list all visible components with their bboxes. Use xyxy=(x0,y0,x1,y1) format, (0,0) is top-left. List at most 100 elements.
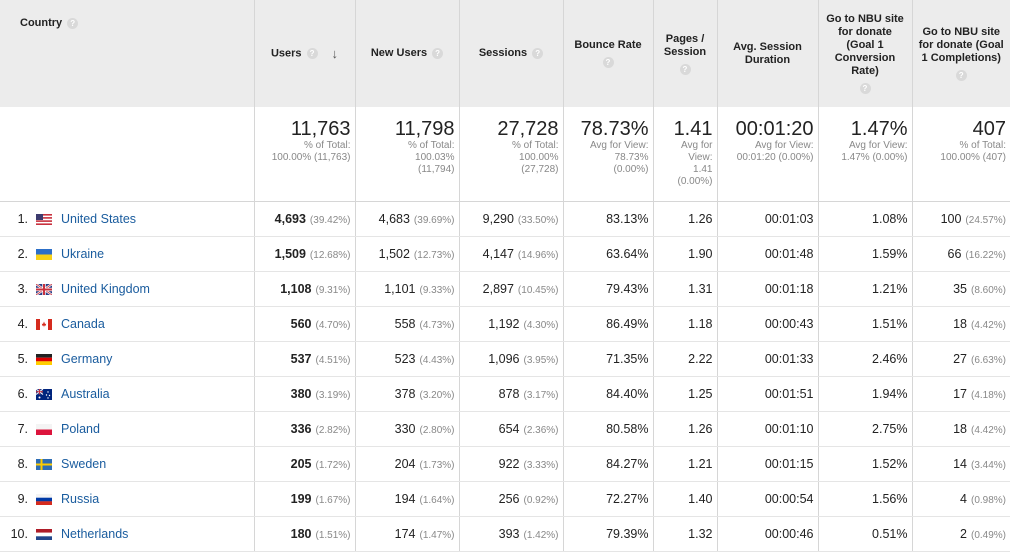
sessions-percent: (4.30%) xyxy=(523,320,559,331)
new-users-cell: 523 (4.43%) xyxy=(354,341,459,377)
goal1-completions-value: 2 xyxy=(960,527,967,541)
column-header-country[interactable]: Country? xyxy=(0,0,250,107)
help-icon[interactable]: ? xyxy=(306,47,318,59)
bounce-rate-cell: 63.64% xyxy=(562,236,653,272)
pages-session-cell: 2.22 xyxy=(652,341,717,377)
new-users-value: 330 xyxy=(394,422,416,436)
users-value: 1,509 xyxy=(274,247,306,261)
row-index: 10. xyxy=(10,527,28,541)
country-link[interactable]: United Kingdom xyxy=(61,282,150,296)
help-icon[interactable]: ? xyxy=(432,47,444,59)
column-header-bounce-rate[interactable]: Bounce Rate? xyxy=(562,0,653,107)
help-icon[interactable]: ? xyxy=(532,47,544,59)
goal1-completions-value: 66 xyxy=(947,247,962,261)
country-link[interactable]: Russia xyxy=(61,492,100,506)
country-cell: 5. Germany xyxy=(0,341,250,377)
sessions-percent: (3.95%) xyxy=(523,355,559,366)
country-cell: 8. Sweden xyxy=(0,446,250,482)
goal1-conversion-rate-cell: 1.08% xyxy=(817,201,912,237)
column-header-users[interactable]: Users? ↓ xyxy=(253,0,355,107)
new-users-percent: (4.43%) xyxy=(419,355,455,366)
column-gap xyxy=(250,411,254,447)
column-gap xyxy=(250,0,254,107)
row-index: 4. xyxy=(17,317,28,331)
goal1-completions-percent: (16.22%) xyxy=(965,250,1006,261)
goal1-conversion-rate-cell: 1.21% xyxy=(817,271,912,307)
country-link[interactable]: Ukraine xyxy=(61,247,105,261)
goal1-completions-cell: 66 (16.22%) xyxy=(911,236,1010,272)
users-value: 4,693 xyxy=(274,212,306,226)
table-row: 6. Australia 380 (3.19%) 378 (3.20%) 878 (3.17%… xyxy=(0,376,1010,412)
bounce-rate-cell: 84.40% xyxy=(562,376,653,412)
new-users-percent: (39.69%) xyxy=(413,215,455,226)
sessions-cell: 1,096 (3.95%) xyxy=(458,341,563,377)
column-gap xyxy=(250,341,254,377)
new-users-value: 378 xyxy=(394,387,416,401)
country-link[interactable]: Sweden xyxy=(61,457,107,471)
goal1-completions-cell: 2 (0.49%) xyxy=(911,516,1010,552)
goal1-completions-value: 17 xyxy=(953,387,967,401)
sort-descending-arrow-icon[interactable]: ↓ xyxy=(331,45,339,61)
sessions-cell: 9,290 (33.50%) xyxy=(458,201,563,237)
country-link[interactable]: Australia xyxy=(61,387,110,401)
users-percent: (4.70%) xyxy=(315,320,351,331)
row-index: 7. xyxy=(17,422,28,436)
ca-flag-icon xyxy=(36,319,52,331)
sessions-percent: (2.36%) xyxy=(523,425,559,436)
sessions-percent: (14.96%) xyxy=(517,250,559,261)
goal1-completions-cell: 27 (6.63%) xyxy=(911,341,1010,377)
new-users-value: 1,101 xyxy=(384,282,416,296)
help-icon[interactable]: ? xyxy=(955,70,967,81)
help-icon[interactable]: ? xyxy=(67,17,79,29)
goal1-completions-value: 100 xyxy=(940,212,962,226)
total-sessions: 27,728% of Total: 100.00% (27,728) xyxy=(458,107,563,202)
table-row: 4. Canada 560 (4.70%) 558 (4.73%) 1,192 (4.30%)… xyxy=(0,306,1010,342)
pages-session-cell: 1.40 xyxy=(652,481,717,517)
pl-flag-icon xyxy=(36,424,52,436)
column-gap xyxy=(250,446,254,482)
column-header-new-users[interactable]: New Users? xyxy=(354,0,459,107)
column-header-avg-session-duration[interactable]: Avg. Session Duration xyxy=(716,0,818,107)
sessions-percent: (3.17%) xyxy=(523,390,559,401)
country-link[interactable]: Poland xyxy=(61,422,100,436)
new-users-percent: (1.73%) xyxy=(419,460,455,471)
sessions-value: 1,192 xyxy=(488,317,520,331)
goal1-completions-percent: (24.57%) xyxy=(965,215,1006,226)
column-header-pages-session[interactable]: Pages / Session? xyxy=(652,0,717,107)
total-bounce-rate: 78.73% Avg for View: 78.73% (0.00%) xyxy=(562,107,653,202)
column-gap xyxy=(250,107,254,202)
users-cell: 4,693 (39.42%) xyxy=(253,201,355,237)
pages-session-cell: 1.26 xyxy=(652,201,717,237)
country-link[interactable]: United States xyxy=(61,212,137,226)
bounce-rate-cell: 80.58% xyxy=(562,411,653,447)
sessions-cell: 2,897 (10.45%) xyxy=(458,271,563,307)
users-value: 1,108 xyxy=(280,282,312,296)
goal1-conversion-rate-cell: 2.46% xyxy=(817,341,912,377)
gb-flag-icon xyxy=(35,283,53,297)
row-index: 5. xyxy=(17,352,28,366)
help-icon[interactable]: ? xyxy=(602,57,614,68)
avg-session-duration-cell: 00:00:43 xyxy=(716,306,818,342)
se-flag-icon xyxy=(36,459,52,471)
sessions-cell: 4,147 (14.96%) xyxy=(458,236,563,272)
column-header-goal1-completions[interactable]: Go to NBU site for donate (Goal 1 Comple… xyxy=(911,0,1010,107)
total-users: 11,763% of Total: 100.00% (11,763) xyxy=(253,107,355,202)
us-flag-icon xyxy=(36,214,52,226)
country-link[interactable]: Netherlands xyxy=(61,527,129,541)
table-row: 2. Ukraine 1,509 (12.68%) 1,502 (12.73%) 4,147… xyxy=(0,236,1010,272)
column-header-goal1-conversion-rate[interactable]: Go to NBU site for donate (Goal 1 Conver… xyxy=(817,0,912,107)
table-row: 8. Sweden 205 (1.72%) 204 (1.73%) 922 (3.33%) 84… xyxy=(0,446,1010,482)
new-users-value: 204 xyxy=(394,457,416,471)
users-percent: (9.31%) xyxy=(315,285,351,296)
users-percent: (2.82%) xyxy=(315,425,351,436)
new-users-cell: 1,101 (9.33%) xyxy=(354,271,459,307)
country-link[interactable]: Germany xyxy=(61,352,113,366)
column-header-sessions[interactable]: Sessions? xyxy=(458,0,563,107)
country-link[interactable]: Canada xyxy=(61,317,105,331)
sessions-value: 393 xyxy=(498,527,520,541)
help-icon[interactable]: ? xyxy=(859,83,871,94)
pages-session-cell: 1.32 xyxy=(652,516,717,552)
users-value: 180 xyxy=(290,527,312,541)
help-icon[interactable]: ? xyxy=(679,63,691,75)
